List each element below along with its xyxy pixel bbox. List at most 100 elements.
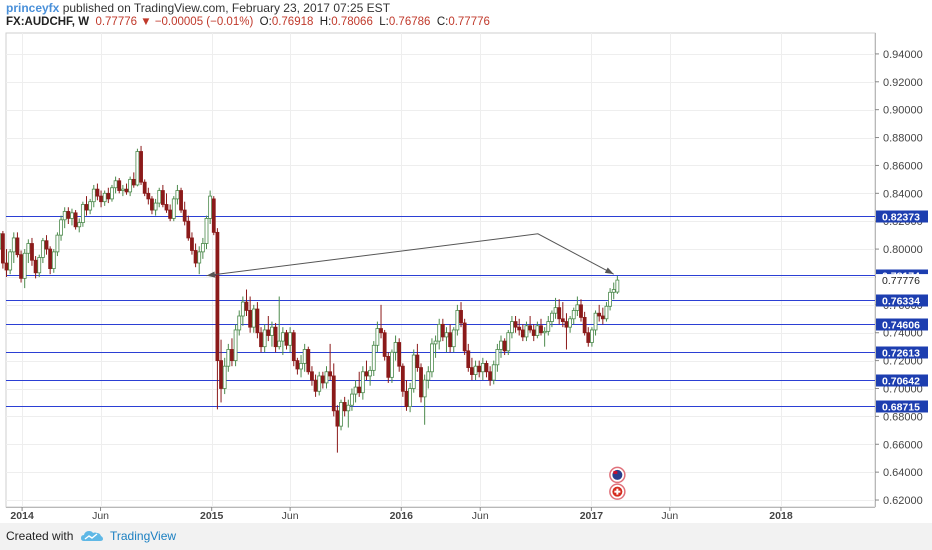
price-tag-label: 0.70642	[882, 376, 920, 388]
candle-down	[230, 349, 234, 362]
candle-down	[117, 180, 122, 191]
candle-up	[393, 342, 398, 353]
candle-up	[430, 343, 434, 373]
candle-down	[328, 371, 333, 377]
candle-up	[59, 219, 63, 236]
candle-down	[484, 363, 489, 373]
candle-up	[426, 371, 431, 381]
price-tag-label: 0.74606	[882, 320, 920, 332]
candle-down	[131, 178, 136, 186]
price-tag-bg	[876, 346, 928, 359]
candle-down	[19, 254, 23, 279]
x-tick-label: Jun	[92, 510, 109, 522]
candle-down	[382, 332, 387, 357]
candle-up	[171, 198, 176, 219]
time-axis[interactable]: 2014 Jun 2015 Jun 2016 Jun 2017 Jun 2018	[10, 507, 793, 522]
candle-up	[40, 240, 45, 258]
high-value: 0.78066	[331, 16, 373, 28]
candle-up	[553, 307, 558, 314]
candle-down	[520, 329, 525, 338]
flag-ch-cross-v	[616, 488, 619, 495]
candle-up	[208, 195, 213, 219]
candle-up	[233, 329, 238, 362]
candle-up	[422, 379, 427, 398]
author-name[interactable]: princeyfx	[6, 1, 60, 15]
price-chart[interactable]: 0.94000 0.92000 0.90000 0.88000 0.86000 0.840…	[0, 0, 932, 523]
plot-area[interactable]	[5, 32, 876, 508]
candle-up	[590, 329, 594, 343]
y-tick-label: 0.62000	[883, 495, 923, 507]
candle-up	[491, 364, 496, 381]
created-with-text: Created with	[6, 529, 74, 543]
y-tick-label: 0.92000	[883, 77, 923, 89]
candle-down	[597, 312, 602, 317]
candle-up	[411, 354, 416, 389]
x-tick-label: 2018	[769, 510, 793, 522]
candle-down	[357, 386, 362, 394]
price-tag-bg	[876, 294, 928, 307]
x-tick-label: 2016	[390, 510, 414, 522]
candle-down	[462, 322, 467, 352]
candle-down	[419, 367, 423, 398]
candle-down	[160, 190, 165, 205]
candle-down	[342, 402, 347, 412]
candle-down	[448, 332, 453, 348]
candle-down	[33, 259, 38, 274]
candle-down	[124, 188, 129, 193]
x-tick-label: 2017	[580, 510, 604, 522]
candle-up	[433, 340, 438, 345]
candle-up	[135, 151, 140, 186]
candle-up	[350, 393, 354, 406]
candle-down	[219, 360, 223, 389]
trend-path[interactable]	[206, 233, 614, 277]
candle-down	[306, 349, 311, 373]
y-tick-label: 0.84000	[883, 188, 923, 200]
candle-up	[375, 328, 380, 346]
candle-down	[186, 220, 191, 239]
current-price-tag: 0.77776	[882, 275, 920, 287]
candle-up	[113, 180, 118, 189]
candle-up	[575, 304, 580, 311]
candle-up	[237, 315, 242, 331]
candle-up	[110, 187, 114, 200]
candle-down	[30, 243, 34, 261]
candle-down	[259, 332, 263, 348]
candle-up	[473, 365, 478, 375]
candle-down	[335, 410, 340, 427]
candle-up	[153, 202, 158, 211]
price-tag-label: 0.82373	[882, 212, 920, 224]
candle-down	[248, 310, 253, 328]
candle-down	[582, 316, 587, 334]
y-tick-label: 0.66000	[883, 439, 923, 451]
candle-down	[502, 340, 507, 352]
arrow-head	[604, 267, 614, 275]
candle-up	[200, 243, 205, 253]
candle-up	[299, 363, 303, 370]
candle-down	[139, 151, 143, 183]
candle-down	[244, 301, 249, 311]
candle-up	[288, 332, 293, 346]
candle-down	[146, 192, 151, 200]
candle-up	[437, 323, 442, 342]
open-label: O:	[259, 16, 272, 28]
tradingview-cloud-icon[interactable]	[80, 529, 104, 543]
price-tag-bg	[876, 210, 928, 223]
candle-up	[371, 344, 376, 371]
footer: Created with TradingView	[0, 523, 932, 550]
low-label: L:	[379, 16, 389, 28]
candle-down	[190, 237, 194, 251]
candle-down	[179, 190, 183, 211]
candle-down	[168, 209, 173, 219]
candle-up	[346, 404, 351, 412]
candle-down	[331, 375, 336, 412]
economic-events[interactable]	[609, 466, 626, 500]
x-tick-label: 2014	[10, 510, 34, 522]
candle-up	[302, 349, 307, 364]
candle-up	[535, 325, 540, 336]
candle-up	[22, 252, 27, 279]
candle-up	[571, 310, 576, 320]
candle-down	[528, 325, 533, 331]
tradingview-brand[interactable]: TradingView	[110, 529, 177, 543]
candle-up	[262, 329, 267, 348]
candle-up	[120, 188, 125, 191]
